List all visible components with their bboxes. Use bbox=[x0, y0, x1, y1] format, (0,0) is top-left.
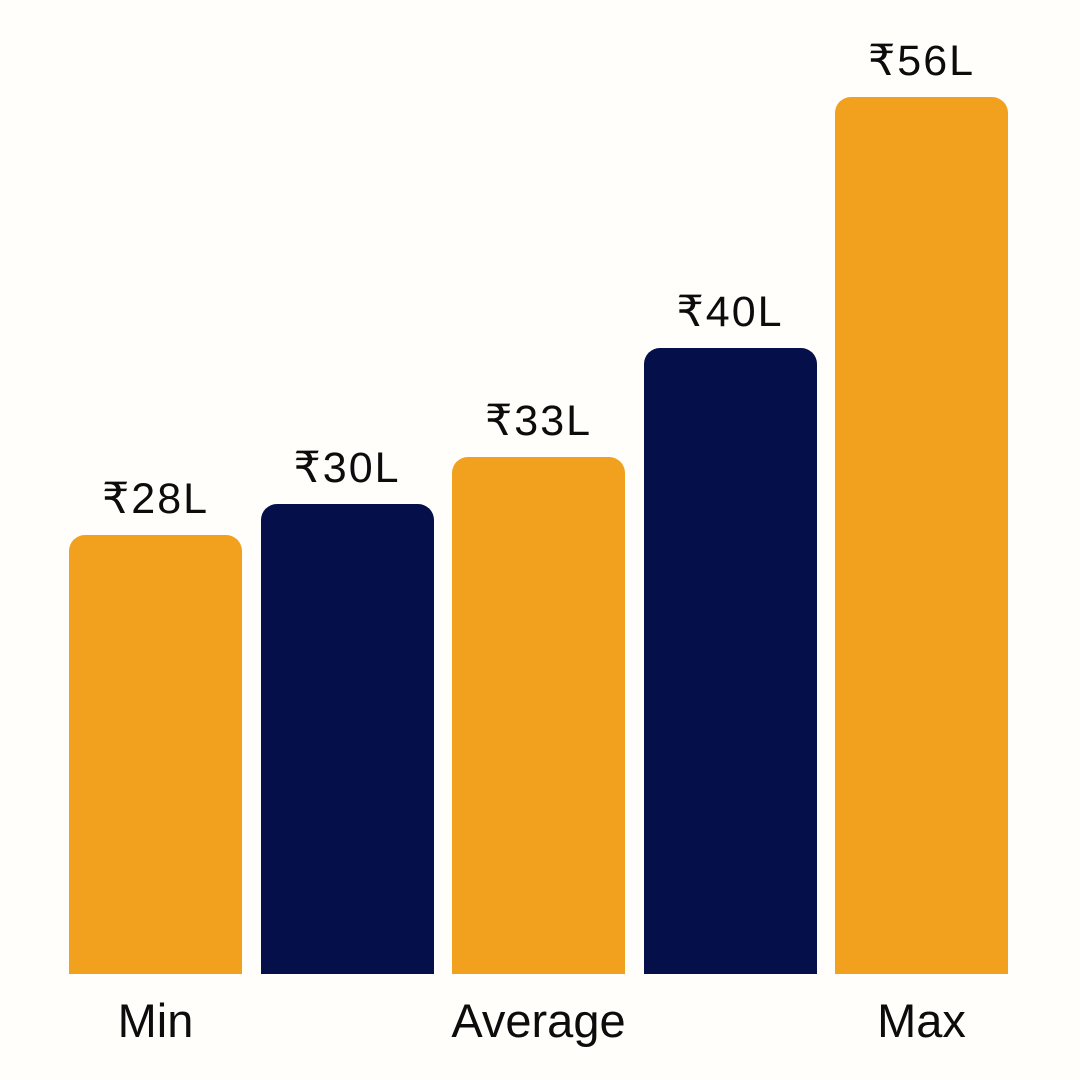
x-axis-label-min: Min bbox=[117, 994, 194, 1047]
bar-1 bbox=[260, 504, 434, 974]
bar-2 bbox=[452, 457, 625, 974]
bar-3 bbox=[643, 348, 817, 974]
bar-value-label-4: ₹56L bbox=[867, 37, 976, 85]
x-axis-label-average: Average bbox=[451, 994, 626, 1047]
x-axis-label-max: Max bbox=[877, 994, 966, 1047]
bar-value-label-2: ₹33L bbox=[484, 397, 593, 445]
bar-value-label-1: ₹30L bbox=[293, 444, 401, 492]
bar-value-label-3: ₹40L bbox=[676, 288, 784, 336]
bar-4 bbox=[835, 97, 1008, 974]
bar-0 bbox=[69, 535, 242, 974]
bar-value-label-0: ₹28L bbox=[101, 475, 210, 523]
